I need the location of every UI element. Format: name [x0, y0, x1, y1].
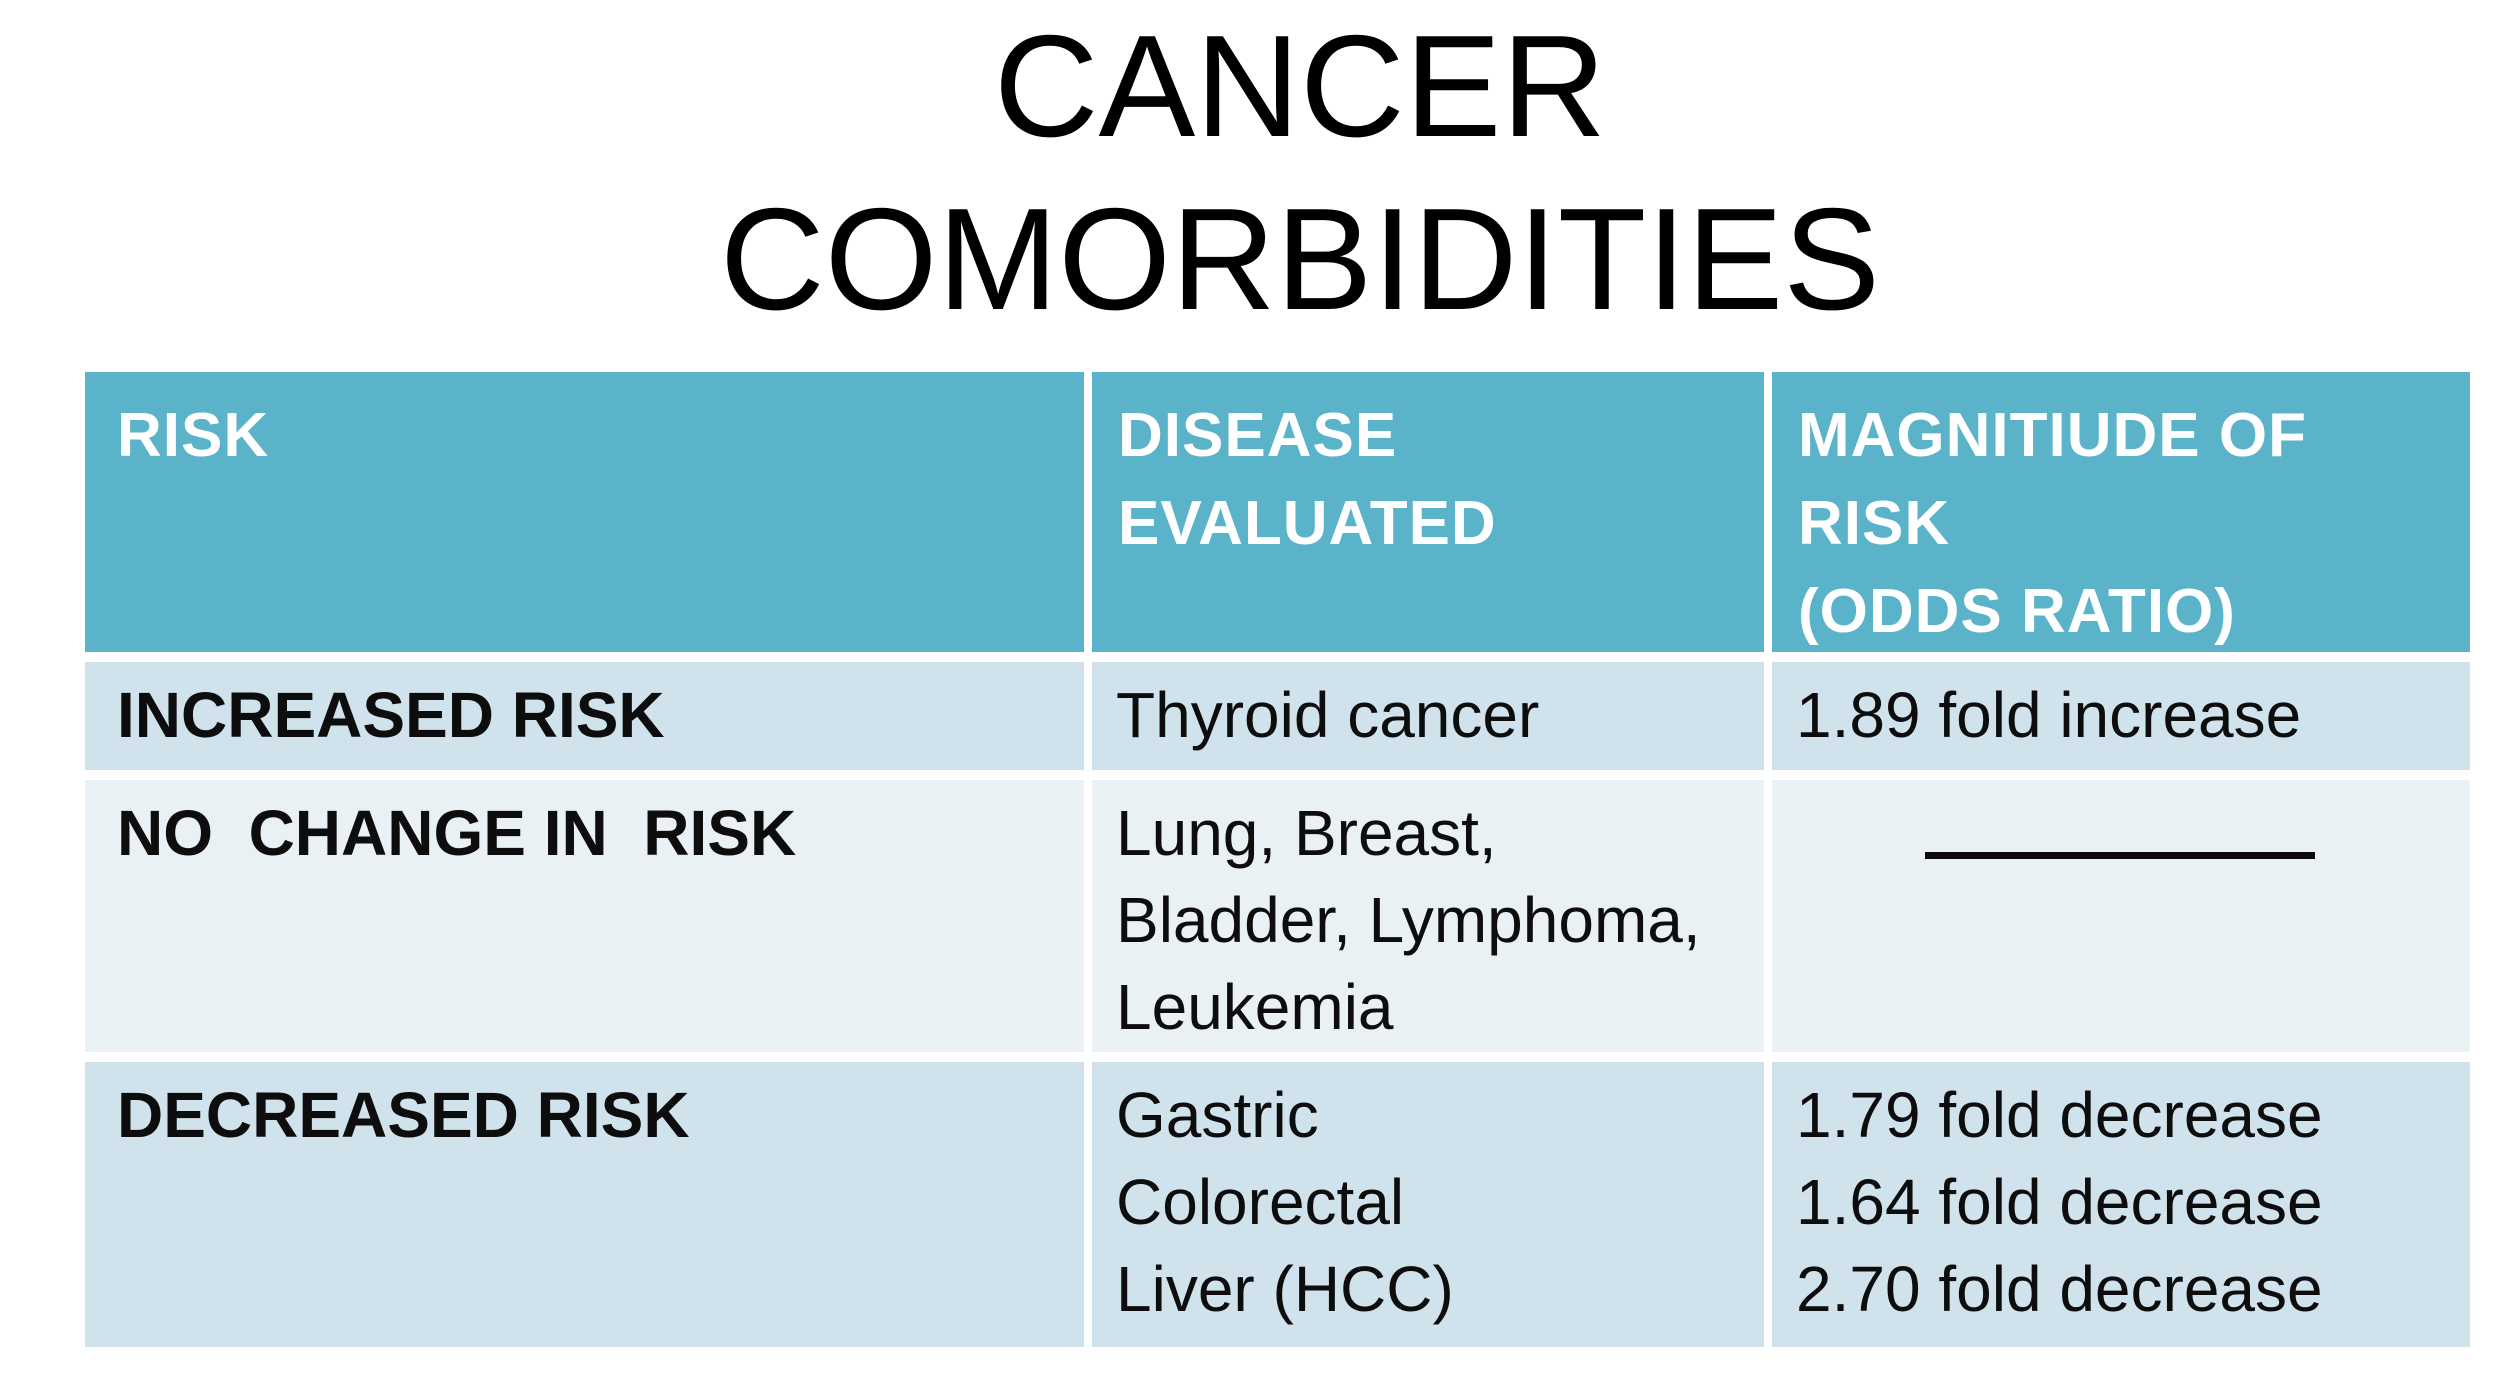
header-cell-disease-evaluated: DISEASE EVALUATED — [1084, 372, 1764, 652]
cell-decreased-risk-magnitude: 1.79 fold decrease 1.64 fold decrease 2.… — [1764, 1052, 2470, 1347]
cell-no-change-disease: Lung, Breast, Bladder, Lymphoma, Leukemi… — [1084, 770, 1764, 1052]
cell-no-change-magnitude — [1764, 770, 2470, 1052]
blank-line — [1925, 852, 2315, 859]
cell-increased-risk: INCREASED RISK — [85, 652, 1084, 770]
header-cell-magnitude-of-risk: MAGNITIUDE OF RISK (ODDS RATIO) — [1764, 372, 2470, 652]
cell-decreased-risk-disease: Gastric Colorectal Liver (HCC) — [1084, 1052, 1764, 1347]
header-cell-risk: RISK — [85, 372, 1084, 652]
cell-increased-risk-magnitude: 1.89 fold increase — [1764, 652, 2470, 770]
cell-increased-risk-disease: Thyroid cancer — [1084, 652, 1764, 770]
cell-decreased-risk: DECREASED RISK — [85, 1052, 1084, 1347]
slide-title: CANCER COMORBIDITIES — [719, 5, 1881, 340]
cell-no-change-risk: NO CHANGE IN RISK — [85, 770, 1084, 1052]
comorbidities-table: RISK DISEASE EVALUATED MAGNITIUDE OF RIS… — [85, 372, 2470, 1347]
